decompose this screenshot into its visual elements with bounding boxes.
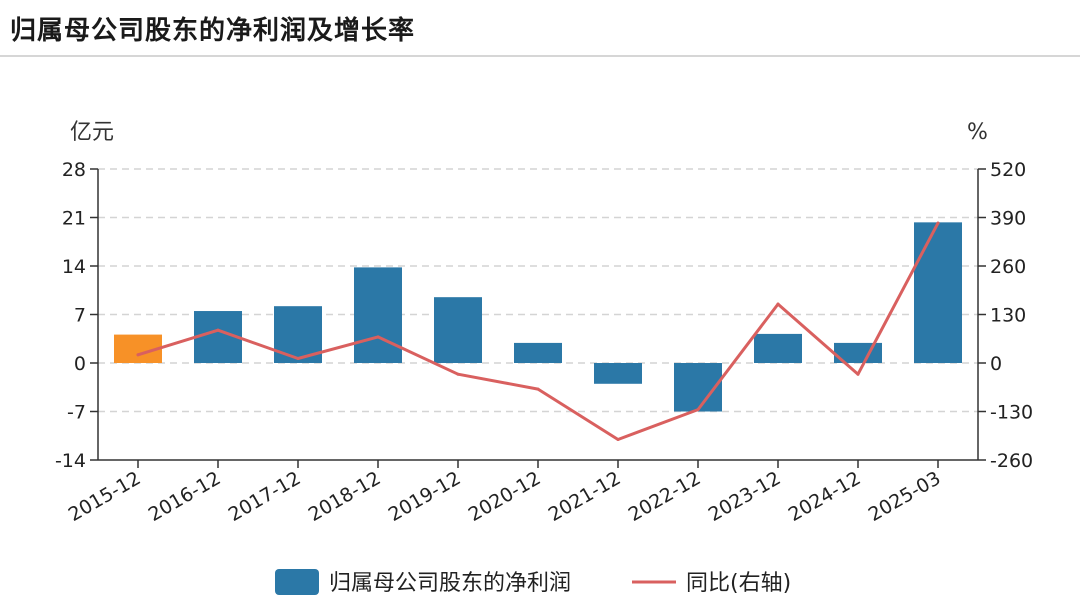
right-tick-label: -260	[990, 450, 1033, 472]
left-tick-label: 14	[62, 256, 86, 278]
legend-bar-label: 归属母公司股东的净利润	[329, 571, 571, 596]
yoy-point-2024-12	[856, 372, 860, 376]
left-tick-label: 28	[62, 159, 86, 181]
x-tick-label: 2019-12	[385, 467, 465, 526]
left-tick-label: 21	[62, 208, 86, 230]
left-axis-unit: 亿元	[70, 120, 114, 145]
right-tick-label: 390	[990, 208, 1026, 230]
grid-lines	[98, 168, 978, 413]
yoy-point-2022-12	[696, 408, 700, 412]
right-tick-label: -130	[990, 402, 1033, 424]
bar-2025-03	[914, 222, 962, 363]
right-axis-unit: %	[967, 120, 988, 145]
legend-line-label: 同比(右轴)	[686, 571, 791, 596]
right-tick-label: 0	[990, 353, 1002, 375]
x-tick-label: 2025-03	[865, 467, 945, 526]
left-tick-label: -14	[55, 450, 86, 472]
yoy-point-2015-12	[136, 353, 140, 357]
bar-2020-12	[514, 342, 562, 363]
x-tick-label: 2020-12	[465, 467, 545, 526]
right-tick-label: 130	[990, 305, 1026, 327]
yoy-point-2017-12	[296, 357, 300, 361]
yoy-point-2020-12	[536, 387, 540, 391]
page-title: 归属母公司股东的净利润及增长率	[10, 16, 416, 46]
bar-2018-12	[354, 267, 402, 363]
bar-2023-12	[754, 333, 802, 363]
x-tick-label: 2016-12	[145, 467, 225, 526]
right-tick-label: 260	[990, 256, 1026, 278]
right-tick-label: 520	[990, 159, 1026, 181]
yoy-point-2023-12	[776, 302, 780, 306]
legend: 归属母公司股东的净利润 同比(右轴)	[275, 569, 791, 596]
x-tick-label: 2021-12	[545, 467, 625, 526]
x-tick-label: 2018-12	[305, 467, 385, 526]
yoy-point-2016-12	[216, 328, 220, 332]
x-tick-label: 2017-12	[225, 467, 305, 526]
yoy-point-2019-12	[456, 372, 460, 376]
bar-series	[114, 222, 962, 412]
x-tick-label: 2024-12	[785, 467, 865, 526]
bar-2021-12	[594, 363, 642, 384]
line-series	[136, 221, 940, 441]
yoy-point-2025-03	[936, 221, 940, 225]
yoy-point-2018-12	[376, 335, 380, 339]
bar-2024-12	[834, 342, 882, 363]
yoy-growth-line	[136, 221, 940, 441]
yoy-point-2021-12	[616, 437, 620, 441]
x-tick-label: 2023-12	[705, 467, 785, 526]
left-tick-label: 0	[74, 353, 86, 375]
left-tick-label: 7	[74, 305, 86, 327]
header-bar: 归属母公司股东的净利润及增长率	[0, 0, 1080, 57]
legend-bar-swatch	[275, 569, 319, 595]
bar-2019-12	[434, 297, 482, 363]
x-tick-label: 2022-12	[625, 467, 705, 526]
left-tick-label: -7	[67, 402, 86, 424]
x-tick-label: 2015-12	[65, 467, 145, 526]
